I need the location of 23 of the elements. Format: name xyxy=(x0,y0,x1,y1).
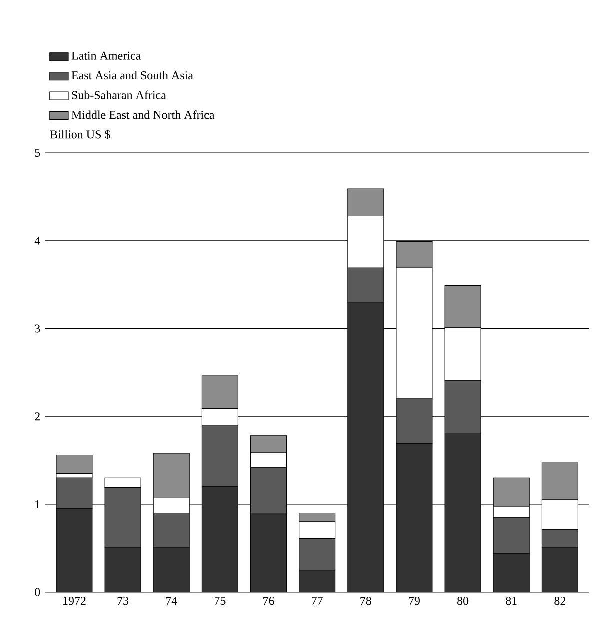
x-tick-label: 79 xyxy=(409,597,420,606)
y-axis-title: Billion US $ xyxy=(50,130,110,140)
x-tick-label: 80 xyxy=(458,597,469,606)
x-tick-label: 1972 xyxy=(64,597,86,606)
x-tick-label: 75 xyxy=(214,597,226,606)
y-tick-label: 0 xyxy=(35,588,40,596)
x-tick-label: 81 xyxy=(506,597,517,606)
x-tick-label: 73 xyxy=(118,597,129,606)
x-tick-label: 77 xyxy=(312,597,323,605)
y-tick-label: 1 xyxy=(36,500,40,508)
bar xyxy=(56,454,93,474)
x-tick-label: 78 xyxy=(360,597,372,606)
legend-label: Sub-Saharan Africa xyxy=(72,90,166,100)
y-tick-label: 5 xyxy=(35,149,40,157)
y-tick-label: 4 xyxy=(34,236,40,245)
legend-label: Latin America xyxy=(72,52,141,60)
y-tick-label: 2 xyxy=(35,412,40,421)
legend-label: East Asia and South Asia xyxy=(72,71,194,80)
legend-label: Middle East and North Africa xyxy=(72,110,215,120)
x-tick-label: 76 xyxy=(264,597,274,606)
x-tick-label: 74 xyxy=(166,597,178,605)
x-tick-label: 82 xyxy=(554,597,566,606)
y-tick-label: 3 xyxy=(35,324,40,333)
